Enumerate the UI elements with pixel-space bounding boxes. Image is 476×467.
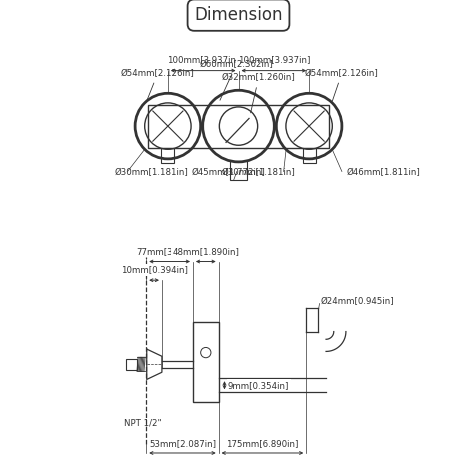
Text: Ø30mm[1.181in]: Ø30mm[1.181in] [115,168,188,177]
Bar [126,359,137,369]
Text: 100mm[3.937in]: 100mm[3.937in] [237,55,309,64]
Bar [230,162,246,180]
Text: Ø46mm[1.811in]: Ø46mm[1.811in] [346,168,420,177]
Text: 77mm[3.031in]: 77mm[3.031in] [136,247,203,256]
Text: Dimension: Dimension [194,6,282,24]
Bar [148,105,328,148]
Bar [302,148,315,163]
Text: Ø54mm[2.126in]: Ø54mm[2.126in] [121,69,194,101]
Bar [161,148,174,163]
Text: 9mm[0.354in]: 9mm[0.354in] [228,381,289,390]
Text: NPT 1/2": NPT 1/2" [124,418,161,427]
Text: Ø32mm[1.260in]: Ø32mm[1.260in] [221,73,295,113]
Text: 100mm[3.937in]: 100mm[3.937in] [167,55,239,64]
Text: Ø54mm[2.126in]: Ø54mm[2.126in] [304,69,378,101]
Text: 10mm[0.394in]: 10mm[0.394in] [120,265,187,274]
Text: 48mm[1.890in]: 48mm[1.890in] [172,247,239,256]
Text: 53mm[2.087in]: 53mm[2.087in] [149,439,216,448]
Text: Ø24mm[0.945in]: Ø24mm[0.945in] [320,297,394,306]
Text: Ø30mm[1.181in]: Ø30mm[1.181in] [221,168,295,177]
Bar [193,322,218,402]
Text: 175mm[6.890in]: 175mm[6.890in] [226,439,298,448]
Text: Ø60mm[2.362in]: Ø60mm[2.362in] [198,61,272,100]
Text: Ø45mm[1.772in]: Ø45mm[1.772in] [191,168,265,177]
